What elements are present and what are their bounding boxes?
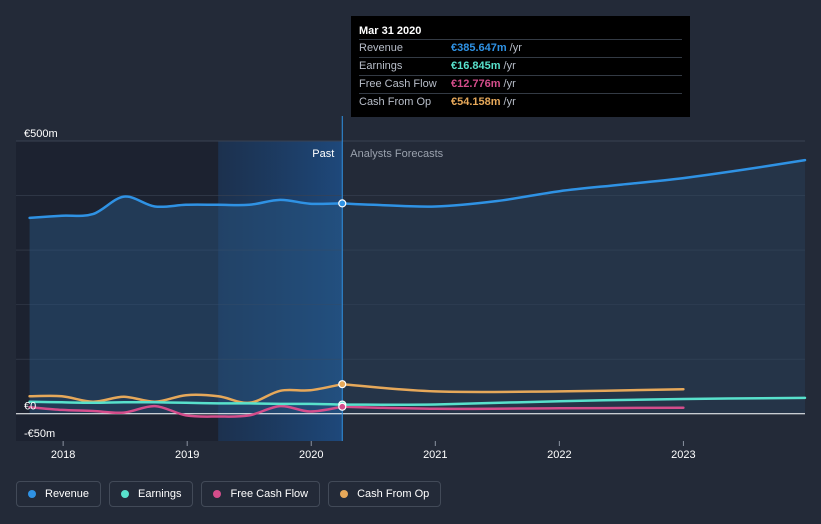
x-tick-label: 2019: [175, 449, 199, 461]
x-tick-label: 2022: [547, 449, 571, 461]
y-tick-label: €500m: [24, 128, 58, 140]
legend-label: Revenue: [45, 488, 90, 500]
tooltip-row-cash-from-op: Cash From Op €54.158m /yr: [359, 93, 682, 111]
y-axis: €500m €0 -€50m: [24, 128, 58, 440]
legend-dot-icon: [121, 490, 130, 498]
tooltip-unit: /yr: [503, 78, 516, 90]
legend-item-free-cash-flow[interactable]: Free Cash Flow: [201, 481, 321, 507]
tooltip-value: €385.647m: [451, 42, 507, 54]
tooltip-label: Free Cash Flow: [359, 78, 437, 90]
legend: Revenue Earnings Free Cash Flow Cash Fro…: [16, 481, 442, 507]
tooltip-unit: /yr: [503, 96, 516, 108]
tooltip-value: €54.158m: [451, 96, 501, 108]
legend-item-earnings[interactable]: Earnings: [109, 481, 194, 507]
x-tick-label: 2021: [423, 449, 447, 461]
legend-item-cash-from-op[interactable]: Cash From Op: [328, 481, 442, 507]
legend-item-revenue[interactable]: Revenue: [16, 481, 102, 507]
legend-label: Free Cash Flow: [230, 488, 309, 500]
revenue-marker: [338, 199, 347, 208]
forecast-label: Analysts Forecasts: [350, 148, 443, 160]
legend-dot-icon: [28, 490, 36, 498]
past-label: Past: [312, 148, 334, 160]
tooltip-label: Earnings: [359, 60, 403, 72]
revenue-forecast-area: [342, 160, 805, 414]
tooltip-row-earnings: Earnings €16.845m /yr: [359, 57, 682, 75]
x-tick-label: 2020: [299, 449, 323, 461]
legend-label: Earnings: [138, 488, 182, 500]
tooltip-row-revenue: Revenue €385.647m /yr: [359, 39, 682, 57]
tooltip-unit: /yr: [509, 42, 522, 54]
y-tick-label: -€50m: [24, 428, 55, 440]
chart-canvas: Past Analysts Forecasts €500m €0 -€50m 201…: [16, 116, 807, 461]
tooltip-label: Revenue: [359, 42, 404, 54]
free-cash-flow-forecast-line: [341, 405, 685, 411]
x-axis: 2018 2019 2020 2021 2022 2023: [51, 441, 696, 461]
series-lines: [28, 158, 807, 418]
cash-from-op-forecast-line: [341, 382, 685, 394]
free-cash-flow-marker: [338, 402, 347, 411]
legend-dot-icon: [213, 490, 222, 498]
tooltip-label: Cash From Op: [359, 96, 432, 108]
x-tick-label: 2023: [671, 449, 695, 461]
y-tick-label: €0: [24, 401, 36, 413]
free-cash-flow-line: [28, 404, 344, 418]
tooltip-value: €12.776m: [451, 78, 501, 90]
revenue-area: [29, 196, 343, 414]
cash-from-op-line: [28, 382, 344, 405]
earnings-line: [28, 400, 344, 406]
tooltip-date: Mar 31 2020: [359, 25, 422, 37]
tooltip: Mar 31 2020 Revenue €385.647m /yr Earnin…: [351, 16, 690, 117]
revenue-line: [28, 195, 344, 220]
tooltip-row-free-cash-flow: Free Cash Flow €12.776m /yr: [359, 75, 682, 93]
legend-label: Cash From Op: [357, 488, 430, 500]
revenue-forecast-line: [341, 158, 807, 208]
tooltip-unit: /yr: [503, 60, 516, 72]
legend-dot-icon: [340, 490, 349, 498]
x-tick-label: 2018: [51, 449, 75, 461]
tooltip-value: €16.845m: [451, 60, 501, 72]
hover-markers: [338, 199, 347, 411]
cash-from-op-marker: [338, 380, 347, 389]
earnings-forecast-line: [341, 396, 807, 406]
gridlines: [16, 140, 805, 360]
